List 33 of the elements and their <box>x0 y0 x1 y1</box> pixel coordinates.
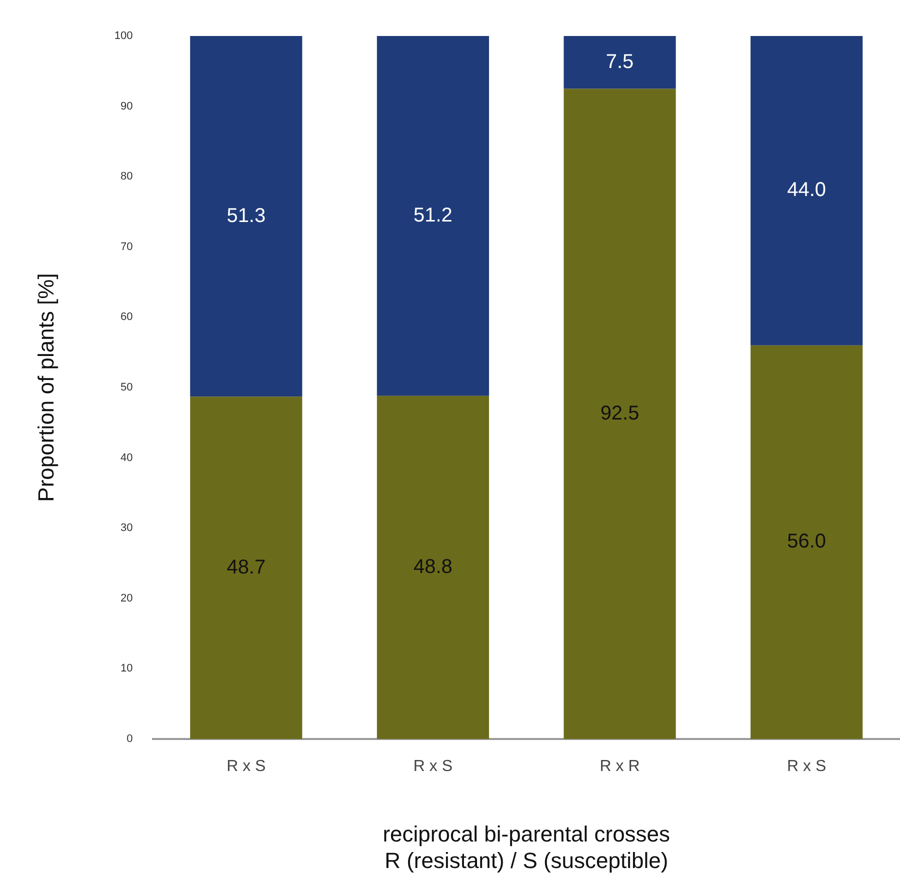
bar <box>750 36 863 346</box>
y-tick-label: 30 <box>120 522 133 534</box>
y-tick-label: 0 <box>126 733 133 746</box>
bar <box>564 88 676 739</box>
x-tick-label: R x R <box>600 758 640 776</box>
x-axis-title: reciprocal bi-parental crosses R (resistant) / S (susceptible) <box>382 821 670 873</box>
y-tick-label: 40 <box>120 452 133 464</box>
y-tick-label: 80 <box>120 170 133 183</box>
data-label: 92.5 <box>600 402 640 424</box>
data-label: 48.8 <box>414 556 452 578</box>
x-tick-label: R x S <box>226 758 266 776</box>
data-label: 51.2 <box>414 204 452 226</box>
bar <box>376 396 490 739</box>
y-tick-label: 90 <box>120 100 133 112</box>
data-label: 56.0 <box>787 530 826 553</box>
x-tick-label: R x S <box>413 758 453 776</box>
y-tick-label: 10 <box>120 662 133 675</box>
data-label: 44.0 <box>787 179 826 202</box>
y-tick-label: 20 <box>120 592 133 604</box>
data-label: 48.7 <box>226 556 266 578</box>
data-label: 7.5 <box>606 50 634 73</box>
y-tick-label: 50 <box>120 382 133 394</box>
y-axis-title: Proportion of plants [%] <box>33 273 58 502</box>
y-tick-label: 70 <box>120 240 133 253</box>
bar <box>376 36 490 396</box>
bar <box>750 345 863 739</box>
bar <box>564 36 676 89</box>
y-tick-label: 60 <box>120 311 133 324</box>
x-tick-label: R x S <box>787 758 826 776</box>
data-label: 51.3 <box>226 204 266 227</box>
y-tick-label: 100 <box>114 30 133 42</box>
bar <box>190 36 302 397</box>
bar <box>190 396 302 739</box>
